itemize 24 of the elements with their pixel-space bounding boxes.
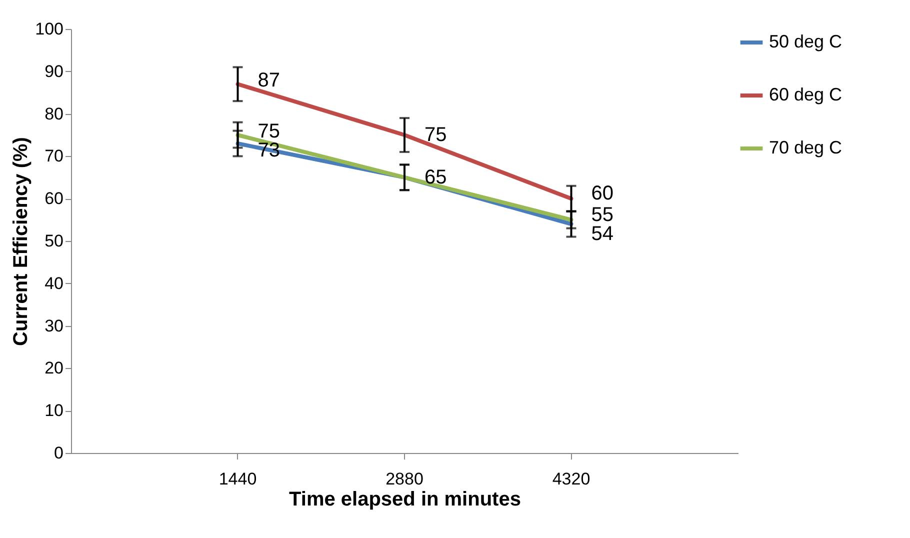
y-tick-label: 10 xyxy=(44,401,64,420)
y-tick-label: 100 xyxy=(35,20,64,38)
y-tick-label: 30 xyxy=(44,316,64,336)
y-tick-label: 50 xyxy=(44,232,64,250)
y-tick-label: 90 xyxy=(44,62,64,81)
x-tick-label: 2880 xyxy=(386,470,424,488)
legend-label: 50 deg C xyxy=(769,32,842,52)
legend-label: 70 deg C xyxy=(769,138,842,158)
y-tick-label: 40 xyxy=(44,274,64,293)
y-tick-label: 80 xyxy=(44,104,64,124)
data-label: 75 xyxy=(424,124,447,146)
x-tick-label: 4320 xyxy=(552,470,590,488)
x-axis-title: Time elapsed in minutes xyxy=(289,488,521,510)
y-tick-label: 20 xyxy=(44,358,64,378)
data-label: 75 xyxy=(258,120,280,142)
data-label: 65 xyxy=(424,166,447,188)
y-tick-label: 60 xyxy=(44,189,64,208)
y-tick-label: 70 xyxy=(44,146,64,166)
x-tick-label: 1440 xyxy=(218,470,257,488)
legend-label: 60 deg C xyxy=(769,84,842,104)
data-label: 60 xyxy=(591,182,614,205)
y-axis-title: Current Efficiency (%) xyxy=(10,137,32,346)
data-label: 87 xyxy=(258,70,280,92)
y-tick-label: 0 xyxy=(54,444,64,462)
